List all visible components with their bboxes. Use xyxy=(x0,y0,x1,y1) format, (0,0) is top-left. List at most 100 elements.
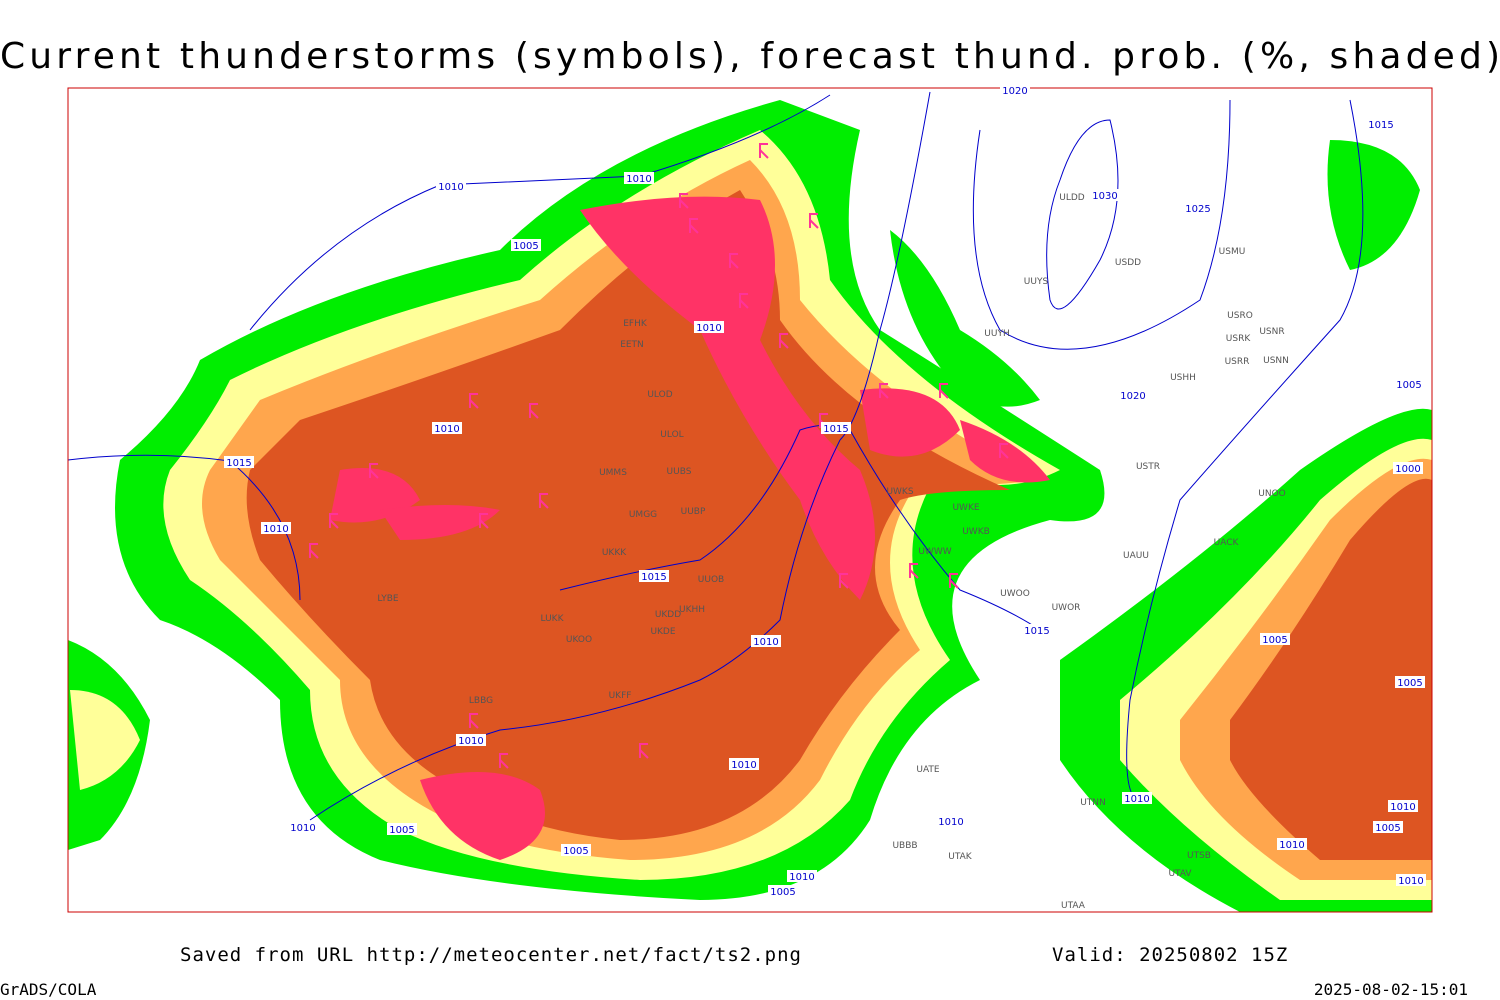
storm-symbol xyxy=(499,753,509,769)
storm-symbol xyxy=(759,143,769,159)
timestamp: 2025-08-02-15:01 xyxy=(1314,980,1468,999)
station-code: LYBE xyxy=(377,594,398,604)
isobar-label-bg xyxy=(511,239,541,251)
station-code: ULOD xyxy=(647,390,672,400)
station-code: ULDD xyxy=(1059,193,1085,203)
isobar-label-bg xyxy=(561,844,591,856)
station-code: UTNN xyxy=(1080,798,1106,808)
station-code: UTAA xyxy=(1061,901,1086,911)
storm-symbol xyxy=(779,333,789,349)
isobar-label: 1010 xyxy=(1390,802,1415,813)
storm-symbol xyxy=(679,193,689,209)
station-code: USNN xyxy=(1263,356,1289,366)
isobar-label-bg xyxy=(694,321,724,333)
credit: GrADS/COLA xyxy=(0,980,97,999)
isobar-label-bg xyxy=(821,422,851,434)
station-code: UTSB xyxy=(1187,851,1211,861)
isobar-label-bg xyxy=(1090,189,1120,201)
station-code: USDD xyxy=(1115,258,1141,268)
isobar-label: 1015 xyxy=(641,572,666,583)
map-labels: 1020 1010 1010 1005 1030 1025 1015 1020 1010 1010… xyxy=(224,84,1426,911)
station-code: UKKK xyxy=(602,548,627,558)
isobar-label-bg xyxy=(729,758,759,770)
storm-symbol xyxy=(329,513,339,529)
isobar-label: 1005 xyxy=(513,241,538,252)
isobar-label: 1010 xyxy=(938,817,963,828)
storm-symbol xyxy=(369,463,379,479)
station-code: UWOO xyxy=(1000,589,1030,599)
station-code: UATE xyxy=(916,765,940,775)
storm-symbol xyxy=(739,293,749,309)
station-code: USRK xyxy=(1226,334,1252,344)
storm-symbol xyxy=(469,713,479,729)
storm-symbol xyxy=(729,253,739,269)
station-code: UBBB xyxy=(892,841,917,851)
storm-symbol xyxy=(999,443,1009,459)
isobar-label-bg xyxy=(1022,624,1052,636)
valid-time: Valid: 20250802 15Z xyxy=(1052,944,1288,966)
storm-symbols xyxy=(309,143,1009,769)
storm-symbol xyxy=(639,743,649,759)
isobar-label: 1010 xyxy=(438,182,463,193)
isobar-label: 1005 xyxy=(770,887,795,898)
station-code: UUOB xyxy=(698,575,724,585)
storm-symbol xyxy=(309,543,319,559)
station-code: UMMS xyxy=(599,468,627,478)
isobar-label: 1010 xyxy=(290,823,315,834)
isobar-label-bg xyxy=(1373,821,1403,833)
isobar-label-bg xyxy=(387,823,417,835)
isobar-label: 1010 xyxy=(458,736,483,747)
station-code: USRO xyxy=(1227,311,1253,321)
storm-symbol xyxy=(479,513,489,529)
isobar-label: 1005 xyxy=(1396,380,1421,391)
map: 1020 1010 1010 1005 1030 1025 1015 1020 1010 1010… xyxy=(67,84,1433,913)
station-code: UKFF xyxy=(609,691,632,701)
isobar-label-bg xyxy=(1395,676,1425,688)
station-code: UKDE xyxy=(650,627,675,637)
isobar-label-bg xyxy=(751,635,781,647)
isobar-label-bg xyxy=(1183,202,1213,214)
isobar-label-bg xyxy=(768,885,798,897)
isobar-label: 1020 xyxy=(1120,391,1145,402)
storm-symbol xyxy=(529,403,539,419)
prob-red xyxy=(246,190,1432,860)
isobar-label: 1010 xyxy=(753,637,778,648)
station-code: USNR xyxy=(1259,327,1284,337)
isobar-label-bg xyxy=(787,870,817,882)
station-code: UWOR xyxy=(1052,603,1081,613)
storm-symbol xyxy=(809,213,819,229)
station-code: UNOO xyxy=(1258,489,1286,499)
isobar-label-bg xyxy=(1118,389,1148,401)
isobar-label-bg xyxy=(1277,838,1307,850)
isobar-label: 1005 xyxy=(1262,635,1287,646)
station-code: UWKE xyxy=(952,503,979,513)
isobar-label-bg xyxy=(1388,800,1418,812)
station-code: UWWW xyxy=(918,547,951,557)
station-code: UTAV xyxy=(1168,869,1192,879)
isobar-label: 1020 xyxy=(1002,86,1027,97)
isobar-label-bg xyxy=(1394,378,1424,390)
isobar-label-bg xyxy=(1366,118,1396,130)
isobar-label-bg xyxy=(224,456,254,468)
station-code: EFHK xyxy=(623,319,648,329)
isobar-label: 1015 xyxy=(823,424,848,435)
storm-symbol xyxy=(909,563,919,579)
isobar-label-bg xyxy=(624,172,654,184)
isobar-label-bg xyxy=(1260,633,1290,645)
isobar-label: 1010 xyxy=(626,174,651,185)
isobar-label: 1005 xyxy=(1375,823,1400,834)
isobar-label-bg xyxy=(261,522,291,534)
storm-symbol xyxy=(839,573,849,589)
isobar-label: 1010 xyxy=(789,872,814,883)
isobar-label-bg xyxy=(436,180,466,192)
storm-symbol xyxy=(939,383,949,399)
station-code: UUYH xyxy=(984,329,1009,339)
storm-symbol xyxy=(539,493,549,509)
isobar-label-bg xyxy=(1396,874,1426,886)
isobar-label: 1010 xyxy=(263,524,288,535)
isobar-label-bg xyxy=(456,734,486,746)
storm-symbol xyxy=(689,218,699,234)
title: Current thunderstorms (symbols), forecas… xyxy=(0,36,1500,77)
storm-symbol xyxy=(469,393,479,409)
